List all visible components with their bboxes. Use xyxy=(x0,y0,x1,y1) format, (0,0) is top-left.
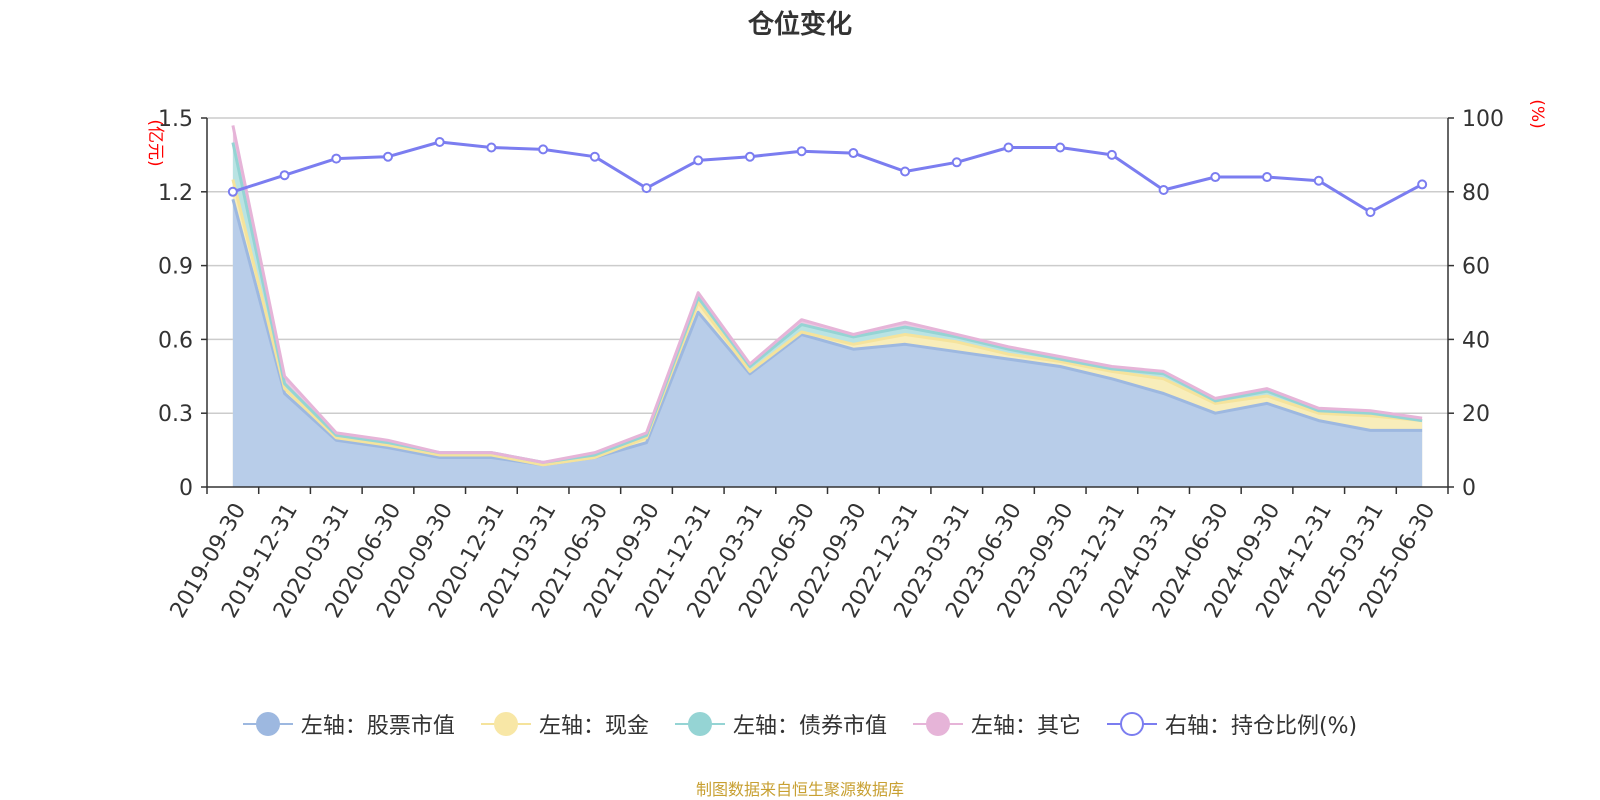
ratio-point xyxy=(641,183,652,194)
ratio-point xyxy=(693,155,704,166)
legend-swatch-ratio xyxy=(1106,711,1157,737)
ratio-point xyxy=(796,146,807,157)
ratio-point xyxy=(589,151,600,162)
ratio-point xyxy=(1158,184,1169,195)
ratio-point xyxy=(1365,207,1376,218)
ratio-point xyxy=(1262,172,1273,183)
legend-swatch-cash xyxy=(480,711,531,737)
legend-item-stock[interactable]: 左轴：股票市值 xyxy=(242,708,455,740)
source-note: 制图数据来自恒生聚源数据库 xyxy=(695,780,904,799)
legend-swatch-stock xyxy=(242,711,293,737)
left-axis-tick-label: 1.5 xyxy=(158,107,193,132)
left-axis-tick-label: 0 xyxy=(179,476,193,501)
legend-label-bond: 左轴：债券市值 xyxy=(732,714,887,739)
ratio-point xyxy=(382,151,393,162)
legend-label-stock: 左轴：股票市值 xyxy=(300,714,455,739)
legend-item-ratio[interactable]: 右轴：持仓比例(%) xyxy=(1106,708,1358,740)
ratio-point xyxy=(227,186,238,197)
right-axis-tick-label: 20 xyxy=(1462,402,1490,427)
left-axis-tick-label: 0.9 xyxy=(158,255,193,280)
legend-item-bond[interactable]: 左轴：债券市值 xyxy=(674,708,887,740)
ratio-point xyxy=(1003,142,1014,153)
ratio-point xyxy=(331,153,342,164)
ratio-point xyxy=(1210,172,1221,183)
area-edge-左轴：股票市值 xyxy=(231,198,1423,467)
chart-title: 仓位变化 xyxy=(747,10,852,40)
stacked-areas xyxy=(231,125,1423,488)
legend-swatch-bond xyxy=(674,711,725,737)
ratio-point xyxy=(1106,149,1117,160)
ratio-point xyxy=(848,148,859,159)
left-axis-tick-label: 0.6 xyxy=(158,328,193,353)
holding-ratio-line xyxy=(227,136,1428,218)
legend-item-cash[interactable]: 左轴：现金 xyxy=(480,708,649,740)
legend-label-cash: 左轴：现金 xyxy=(538,714,649,739)
left-axis-unit: (亿元) xyxy=(145,119,165,166)
left-axis-tick-label: 0.3 xyxy=(158,402,193,427)
ratio-point xyxy=(1313,175,1324,186)
right-axis-tick-label: 100 xyxy=(1462,107,1504,132)
legend: 左轴：股票市值 左轴：现金 左轴：债券市值 左轴：其它 右轴：持仓比例(%) xyxy=(0,708,1600,740)
ratio-point xyxy=(538,144,549,155)
right-axis-tick-label: 60 xyxy=(1462,255,1490,280)
ratio-point xyxy=(279,170,290,181)
area-edge-左轴：其它 xyxy=(231,125,1423,464)
left-axis-tick-label: 1.2 xyxy=(158,181,193,206)
ratio-point xyxy=(744,151,755,162)
right-axis-tick-label: 0 xyxy=(1462,476,1476,501)
ratio-line-path xyxy=(232,140,1423,214)
legend-label-ratio: 右轴：持仓比例(%) xyxy=(1164,714,1358,739)
right-axis-tick-label: 80 xyxy=(1462,181,1490,206)
right-axis-tick-label: 40 xyxy=(1462,328,1490,353)
legend-swatch-other xyxy=(912,711,963,737)
ratio-point xyxy=(900,166,911,177)
legend-label-other: 左轴：其它 xyxy=(970,714,1081,739)
ratio-point xyxy=(434,136,445,147)
legend-item-other[interactable]: 左轴：其它 xyxy=(912,708,1081,740)
area-edge-左轴：现金 xyxy=(231,179,1423,467)
ratio-point xyxy=(1417,179,1428,190)
ratio-point xyxy=(951,157,962,168)
ratio-point xyxy=(1055,142,1066,153)
ratio-point xyxy=(486,142,497,153)
right-axis-unit: (%) xyxy=(1527,99,1547,128)
